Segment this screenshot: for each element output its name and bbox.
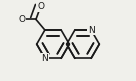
Text: O: O xyxy=(37,2,44,11)
Text: N: N xyxy=(88,26,95,35)
Text: O: O xyxy=(19,15,26,24)
Text: N: N xyxy=(41,54,48,63)
